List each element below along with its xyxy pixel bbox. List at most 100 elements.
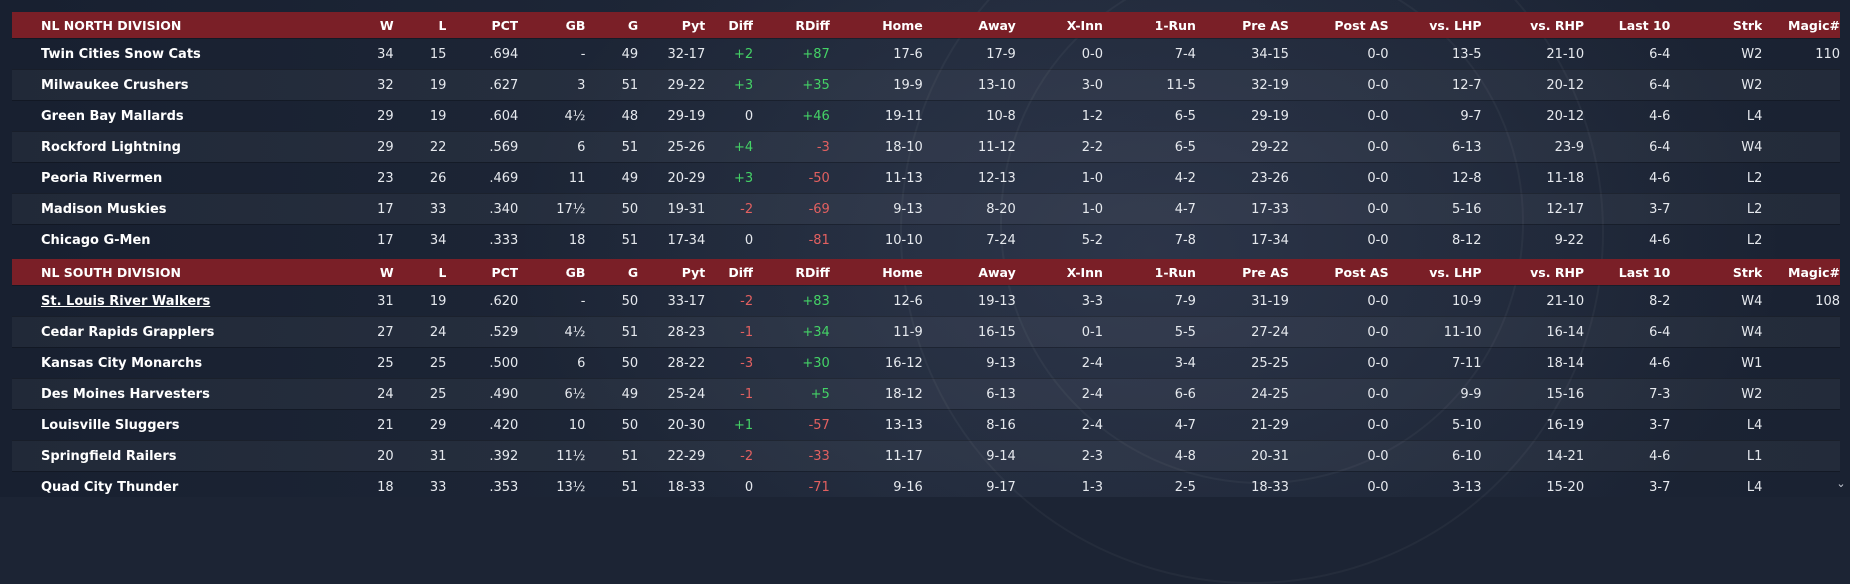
col-vs-rhp-header[interactable]: vs. RHP [1530, 264, 1585, 280]
col-last10-header[interactable]: Last 10 [1618, 17, 1671, 33]
col-last10-header[interactable]: Last 10 [1618, 264, 1671, 280]
col-l-header[interactable]: L [438, 17, 447, 33]
col-w-header[interactable]: W [379, 264, 394, 280]
col-rdiff-header[interactable]: RDiff [795, 17, 830, 33]
col-g-header[interactable]: G [627, 17, 639, 33]
col-w-header[interactable]: W [379, 17, 394, 33]
col-magic-header[interactable]: Magic# [1788, 17, 1841, 33]
col-diff-header[interactable]: Diff [728, 17, 754, 33]
col-pre-as-header[interactable]: Pre AS [1242, 264, 1289, 280]
col-pre-as-cell: 29-22 [1251, 139, 1289, 155]
table-row[interactable]: Peoria Rivermen 23 26 .469 11 49 20-29 +3 -50 11-… [12, 162, 1840, 193]
team-name[interactable]: St. Louis River Walkers [41, 293, 211, 309]
col-strk-header[interactable]: Strk [1732, 17, 1763, 33]
team-name[interactable]: Kansas City Monarchs [41, 355, 203, 371]
team-name[interactable]: Quad City Thunder [41, 479, 179, 495]
team-name[interactable]: Des Moines Harvesters [41, 386, 210, 402]
col-post-as-header[interactable]: Post AS [1334, 17, 1389, 33]
col-pre-as-cell: 17-34 [1251, 232, 1289, 248]
col-vs-rhp-cell: 12-17 [1546, 201, 1585, 217]
table-row[interactable]: Madison Muskies 17 33 .340 17½ 50 19-31 -2 -69 9-… [12, 193, 1840, 224]
col-pyt-header[interactable]: Pyt [681, 264, 706, 280]
col-l-header[interactable]: L [438, 264, 447, 280]
col-1run-header[interactable]: 1-Run [1154, 264, 1196, 280]
col-strk-cell: L1 [1746, 448, 1763, 464]
col-w-cell: 29 [377, 108, 394, 124]
table-row[interactable]: Kansas City Monarchs 25 25 .500 6 50 28-22 -3 +3… [12, 347, 1840, 378]
col-last10-cell: 6-4 [1649, 324, 1671, 340]
col-l-cell: 33 [429, 201, 447, 217]
table-row[interactable]: Rockford Lightning 29 22 .569 6 51 25-26 +4 -3 18… [12, 131, 1840, 162]
col-l-cell: 25 [429, 386, 447, 402]
col-away-header[interactable]: Away [978, 264, 1016, 280]
col-vs-lhp-header[interactable]: vs. LHP [1429, 264, 1482, 280]
col-home-header[interactable]: Home [882, 264, 923, 280]
col-pct-header[interactable]: PCT [491, 264, 519, 280]
col-w-cell: 17 [377, 201, 394, 217]
table-row[interactable]: Des Moines Harvesters 24 25 .490 6½ 49 25-24 -1… [12, 378, 1840, 409]
col-pct-cell: .490 [489, 386, 519, 402]
table-row[interactable]: Cedar Rapids Grapplers 27 24 .529 4½ 51 28-23 -… [12, 316, 1840, 347]
col-home-cell: 19-9 [893, 77, 923, 93]
col-g-header[interactable]: G [627, 264, 639, 280]
table-row[interactable]: Green Bay Mallards 29 19 .604 4½ 48 29-19 0 +46 1… [12, 100, 1840, 131]
col-vs-lhp-header[interactable]: vs. LHP [1429, 17, 1482, 33]
team-name[interactable]: Chicago G-Men [41, 232, 151, 248]
team-name[interactable]: Twin Cities Snow Cats [41, 46, 201, 62]
team-name[interactable]: Peoria Rivermen [41, 170, 163, 186]
col-rdiff-header[interactable]: RDiff [795, 264, 830, 280]
table-row[interactable]: Louisville Sluggers 21 29 .420 10 50 20-30 +1 -5… [12, 409, 1840, 440]
col-diff-header[interactable]: Diff [728, 264, 754, 280]
col-g-cell: 50 [621, 417, 639, 433]
col-post-as-cell: 0-0 [1367, 386, 1389, 402]
col-diff-cell: -3 [740, 355, 754, 371]
col-strk-header[interactable]: Strk [1732, 264, 1763, 280]
col-strk-cell: W2 [1741, 386, 1763, 402]
team-name[interactable]: Louisville Sluggers [41, 417, 180, 433]
col-away-cell: 12-13 [977, 170, 1016, 186]
col-post-as-header[interactable]: Post AS [1334, 264, 1389, 280]
team-name[interactable]: Springfield Railers [41, 448, 177, 464]
col-away-header[interactable]: Away [978, 17, 1016, 33]
team-name[interactable]: Rockford Lightning [41, 139, 181, 155]
col-gb-cell: 17½ [556, 201, 586, 217]
col-pyt-header[interactable]: Pyt [681, 17, 706, 33]
team-name[interactable]: Milwaukee Crushers [41, 77, 189, 93]
col-xinn-header[interactable]: X-Inn [1066, 264, 1103, 280]
col-rdiff-cell: +35 [802, 77, 830, 93]
col-pre-as-cell: 17-33 [1251, 201, 1289, 217]
col-vs-rhp-header[interactable]: vs. RHP [1530, 17, 1585, 33]
col-magic-cell: 110 [1815, 46, 1841, 62]
table-row[interactable]: Quad City Thunder 18 33 .353 13½ 51 18-33 0 -71 9… [12, 471, 1840, 502]
team-name[interactable]: Cedar Rapids Grapplers [41, 324, 215, 340]
col-diff-cell: 0 [744, 108, 754, 124]
col-last10-cell: 4-6 [1649, 108, 1671, 124]
col-gb-header[interactable]: GB [565, 17, 586, 33]
table-row[interactable]: Milwaukee Crushers 32 19 .627 3 51 29-22 +3 +35 1… [12, 69, 1840, 100]
col-pre-as-cell: 20-31 [1251, 448, 1289, 464]
table-row[interactable]: St. Louis River Walkers 31 19 .620 - 50 33-17 -… [12, 285, 1840, 316]
table-row[interactable]: Chicago G-Men 17 34 .333 18 51 17-34 0 -81 10-10 7… [12, 224, 1840, 255]
col-g-cell: 51 [621, 448, 639, 464]
col-pyt-cell: 29-22 [667, 77, 706, 93]
col-vs-rhp-cell: 11-18 [1546, 170, 1585, 186]
col-post-as-cell: 0-0 [1367, 448, 1389, 464]
col-home-cell: 17-6 [893, 46, 923, 62]
col-1run-header[interactable]: 1-Run [1154, 17, 1196, 33]
col-home-cell: 11-9 [893, 324, 923, 340]
chevron-down-icon[interactable]: ⌄ [1836, 477, 1846, 490]
table-row[interactable]: Springfield Railers 20 31 .392 11½ 51 22-29 -2 -… [12, 440, 1840, 471]
col-xinn-cell: 5-2 [1081, 232, 1103, 248]
col-pre-as-header[interactable]: Pre AS [1242, 17, 1289, 33]
table-row[interactable]: Twin Cities Snow Cats 34 15 .694 - 49 32-17 +2 +… [12, 38, 1840, 69]
team-name[interactable]: Green Bay Mallards [41, 108, 184, 124]
col-pyt-cell: 25-26 [667, 139, 706, 155]
col-gb-header[interactable]: GB [565, 264, 586, 280]
col-home-header[interactable]: Home [882, 17, 923, 33]
col-pct-header[interactable]: PCT [491, 17, 519, 33]
col-xinn-header[interactable]: X-Inn [1066, 17, 1103, 33]
col-pct-cell: .333 [489, 232, 519, 248]
col-magic-header[interactable]: Magic# [1788, 264, 1841, 280]
col-1run-cell: 6-5 [1174, 108, 1196, 124]
team-name[interactable]: Madison Muskies [41, 201, 167, 217]
